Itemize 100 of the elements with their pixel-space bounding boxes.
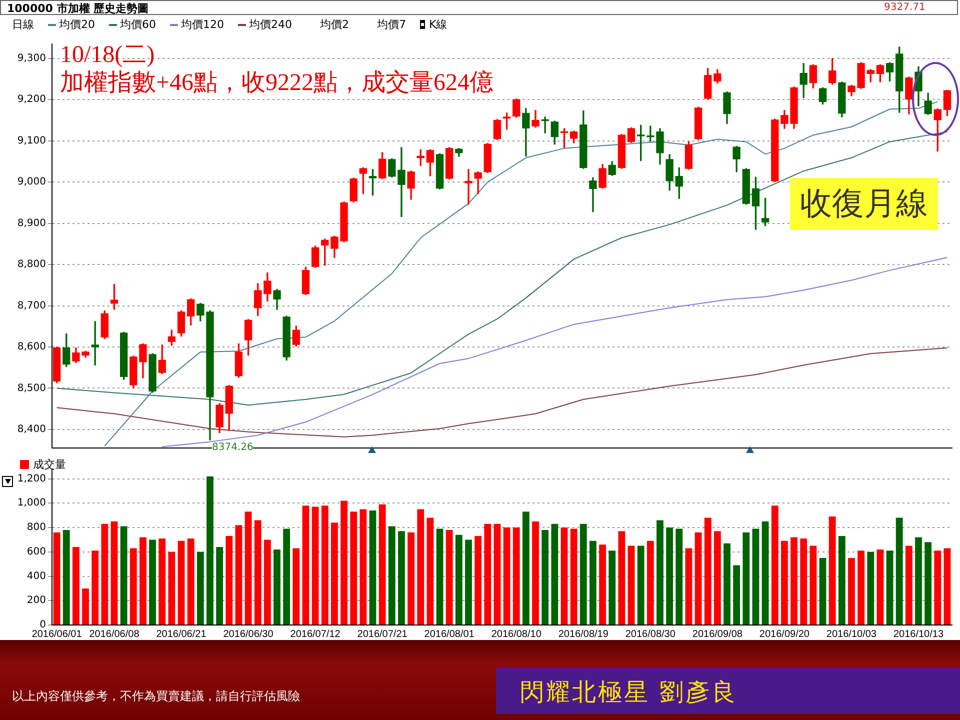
candlestick (464, 168, 472, 205)
x-tick-label: 2016/06/01 (32, 628, 82, 640)
legend-label: 均價60 (120, 18, 156, 31)
bar (149, 540, 156, 624)
bar (876, 549, 884, 624)
y-tick-label: 8,400 (17, 424, 46, 436)
bar (378, 504, 386, 624)
legend-label: 均價20 (59, 18, 95, 31)
x-tick-label: 2016/10/03 (826, 628, 877, 640)
x-tick-label: 2016/10/13 (893, 628, 944, 640)
bar (369, 510, 376, 624)
x-tick-label: 2016/06/08 (89, 628, 140, 640)
bar (858, 550, 864, 624)
legend-label: 均價240 (249, 18, 292, 31)
bar (53, 532, 60, 624)
bar (532, 521, 539, 624)
bar (867, 552, 874, 624)
bar (140, 537, 146, 624)
text: 以上內容僅供參考，不作為買賣建議，請自行評估風險 (12, 688, 300, 705)
bar (436, 528, 444, 624)
candlestick (589, 177, 597, 212)
y-tick-label: 8,800 (17, 259, 46, 270)
legend-label: 均價120 (181, 18, 224, 31)
bar (360, 509, 367, 624)
bar (656, 520, 664, 624)
text: K線 (429, 17, 448, 32)
bar (819, 558, 826, 624)
y-tick-label: 8,700 (17, 300, 46, 312)
y-tick-label: 9,100 (17, 135, 46, 146)
bar (704, 518, 712, 624)
y-tick-label: 9,200 (17, 94, 46, 106)
bar (196, 552, 204, 624)
annotation: 10/18(二) (60, 41, 155, 70)
bar (72, 547, 80, 624)
y-tick-label: 800 (26, 522, 46, 534)
bar (628, 546, 635, 624)
bar (828, 516, 836, 624)
bar (494, 524, 501, 624)
bar (800, 538, 808, 624)
bar (235, 525, 242, 624)
bar (570, 528, 578, 624)
bar (101, 524, 108, 624)
candlestick (398, 147, 406, 218)
x-tick-label: 2016/09/20 (759, 628, 810, 640)
y-tick-label: 8,600 (17, 342, 46, 353)
bar (465, 540, 472, 624)
x-tick-label: 2016/06/21 (156, 628, 207, 640)
annotation: 收復月線 (790, 178, 938, 230)
bar (848, 558, 855, 624)
bar (886, 550, 894, 624)
bar (408, 532, 414, 624)
bar (292, 548, 300, 624)
bar (790, 537, 798, 624)
annotation: 8374.26 (212, 442, 254, 453)
text: 日線 (12, 17, 34, 32)
bar (446, 530, 453, 624)
x-tick-label: 2016/08/10 (491, 628, 542, 640)
bar (302, 506, 310, 624)
bar (714, 531, 721, 624)
bar (331, 522, 338, 624)
bar (742, 532, 750, 624)
bar (388, 526, 396, 624)
bar (350, 512, 358, 624)
text: 9327.71 (884, 2, 926, 13)
bar (905, 546, 912, 624)
text: 均價2 (320, 17, 349, 32)
bar (264, 540, 271, 624)
bar (455, 534, 462, 624)
bar (206, 476, 214, 624)
bar (178, 540, 185, 624)
y-tick-label: 600 (26, 546, 46, 558)
bar (312, 506, 319, 624)
bar (560, 528, 568, 624)
y-tick-label: 0 (40, 620, 46, 631)
y-tick-label: 200 (26, 595, 46, 606)
bar (417, 509, 424, 624)
bar (542, 530, 549, 624)
y-tick-label: 1,000 (17, 498, 46, 509)
x-tick-label: 2016/08/01 (424, 628, 475, 640)
bar (158, 538, 166, 624)
y-tick-label: 1,200 (17, 473, 46, 484)
bar (762, 521, 769, 624)
bar (187, 538, 194, 624)
bar (216, 547, 223, 624)
bar (522, 512, 530, 624)
bar (771, 506, 778, 624)
legend-label: 成交量 (33, 457, 66, 472)
bar (666, 528, 673, 624)
bar (924, 542, 932, 624)
annotation: 加權指數+46點，收9222點，成交量624億 (60, 70, 494, 96)
bar (646, 540, 654, 624)
bar (244, 512, 252, 624)
x-tick-label: 2016/07/21 (357, 628, 408, 640)
bar (474, 536, 482, 624)
bar (62, 530, 70, 624)
bar (934, 550, 942, 624)
bar (92, 550, 99, 624)
x-tick-label: 2016/08/19 (558, 628, 609, 640)
bar (915, 537, 922, 624)
x-tick-label: 2016/08/30 (625, 628, 676, 640)
